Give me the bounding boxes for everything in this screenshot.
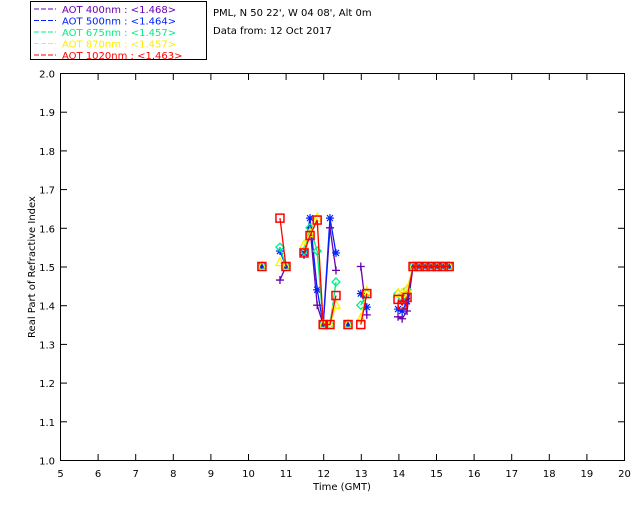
site-label: PML, N 50 22', W 04 08', Alt 0m <box>213 8 372 19</box>
x-tick-label: 15 <box>430 469 443 480</box>
legend-entry: AOT 1020nm : <1.463> <box>62 51 182 62</box>
y-tick-label: 1.6 <box>39 224 55 235</box>
y-tick-label: 1.1 <box>39 418 55 429</box>
axes: 5 6 7 8 9 10 11 12 13 14 15 16 17 18 19 20 1.0 1.1 1.2 1.3 1… <box>39 70 631 481</box>
data-point-diamond <box>312 246 323 256</box>
data-point-triangle <box>280 260 292 271</box>
y-tick-label: 1.5 <box>39 263 55 274</box>
data-point-square <box>408 261 418 272</box>
data-point-star <box>313 285 322 294</box>
data-point-star <box>331 248 340 257</box>
x-tick-label: 7 <box>133 469 139 480</box>
data-point-plus <box>394 312 403 321</box>
legend-box <box>30 1 207 60</box>
x-tick-label: 16 <box>468 469 481 480</box>
plot-area <box>60 73 625 461</box>
data-point-plus <box>275 276 284 285</box>
data-point-star <box>306 214 315 223</box>
data-point-square <box>331 290 341 301</box>
x-tick-label: 10 <box>242 469 255 480</box>
x-tick-label: 8 <box>170 469 176 480</box>
data-point-square <box>356 319 366 330</box>
data-point-star <box>257 262 266 271</box>
series-line <box>360 293 368 325</box>
y-tick-label: 1.7 <box>39 186 55 197</box>
date-label: Data from: 12 Oct 2017 <box>213 26 332 37</box>
data-point-square <box>257 261 267 272</box>
data-point-triangle <box>256 260 267 271</box>
data-point-triangle <box>342 318 354 329</box>
data-point-triangle <box>318 318 329 329</box>
x-tick-label: 6 <box>95 469 101 480</box>
x-tick-label: 13 <box>355 469 368 480</box>
y-tick-label: 1.4 <box>39 302 55 313</box>
data-point-square <box>362 288 372 299</box>
series-2 <box>256 222 455 330</box>
x-tick-label: 14 <box>393 469 406 480</box>
x-tick-label: 5 <box>57 469 63 480</box>
y-tick-label: 2.0 <box>39 70 55 81</box>
x-axis-label: Time (GMT) <box>312 482 371 493</box>
legend-entry: AOT 675nm : <1.457> <box>62 28 176 39</box>
data-point-square <box>438 261 448 272</box>
y-axis-label: Real Part of Refractive Index <box>27 196 38 338</box>
legend-entry: AOT 400nm : <1.468> <box>62 5 176 16</box>
x-tick-label: 17 <box>505 469 518 480</box>
y-tick-label: 1.0 <box>39 457 55 468</box>
data-point-square <box>414 261 424 272</box>
series-1 <box>257 214 454 329</box>
data-point-square <box>325 319 335 330</box>
data-point-diamond <box>331 277 341 287</box>
series-0 <box>257 223 454 329</box>
x-tick-label: 20 <box>618 469 631 480</box>
data-point-square <box>281 261 291 272</box>
data-point-square <box>426 261 436 272</box>
x-tick-label: 9 <box>208 469 214 480</box>
data-point-star <box>362 303 371 312</box>
series-line <box>397 265 450 307</box>
x-tick-label: 11 <box>280 469 293 480</box>
data-point-square <box>312 215 322 225</box>
legend: AOT 400nm : <1.468>AOT 500nm : <1.464>AO… <box>34 5 182 62</box>
y-tick-label: 1.9 <box>39 108 55 119</box>
data-point-plus <box>331 266 340 275</box>
y-tick-label: 1.8 <box>39 147 55 158</box>
y-tick-label: 1.3 <box>39 340 55 351</box>
data-point-plus <box>362 310 371 319</box>
x-tick-label: 12 <box>317 469 330 480</box>
data-point-square <box>343 319 353 330</box>
data-point-square <box>318 319 328 330</box>
data-point-square <box>420 261 430 272</box>
y-tick-label: 1.2 <box>39 379 55 390</box>
data-point-plus <box>356 262 365 271</box>
x-tick-label: 18 <box>543 469 556 480</box>
data-point-plus <box>398 314 407 323</box>
data-point-square <box>275 213 285 223</box>
data-point-star <box>344 320 353 329</box>
data-point-star <box>325 214 334 223</box>
legend-entry: AOT 500nm : <1.464> <box>62 17 176 28</box>
series-4 <box>257 213 454 330</box>
data-point-star <box>398 307 407 316</box>
data-point-square <box>299 248 309 258</box>
data-point-triangle <box>324 318 336 329</box>
data-point-square <box>444 261 454 272</box>
data-point-diamond <box>275 242 285 253</box>
legend-entry: AOT 870nm : <1.457> <box>62 40 176 51</box>
x-tick-label: 19 <box>581 469 594 480</box>
data-point-square <box>432 261 442 272</box>
series-line <box>303 219 337 326</box>
data-point-triangle <box>274 256 286 267</box>
data-point-square <box>397 300 407 310</box>
series-layer <box>256 211 455 330</box>
series-line <box>279 218 287 267</box>
data-point-square <box>305 230 315 241</box>
data-point-square <box>402 292 412 303</box>
data-point-star <box>356 289 365 298</box>
